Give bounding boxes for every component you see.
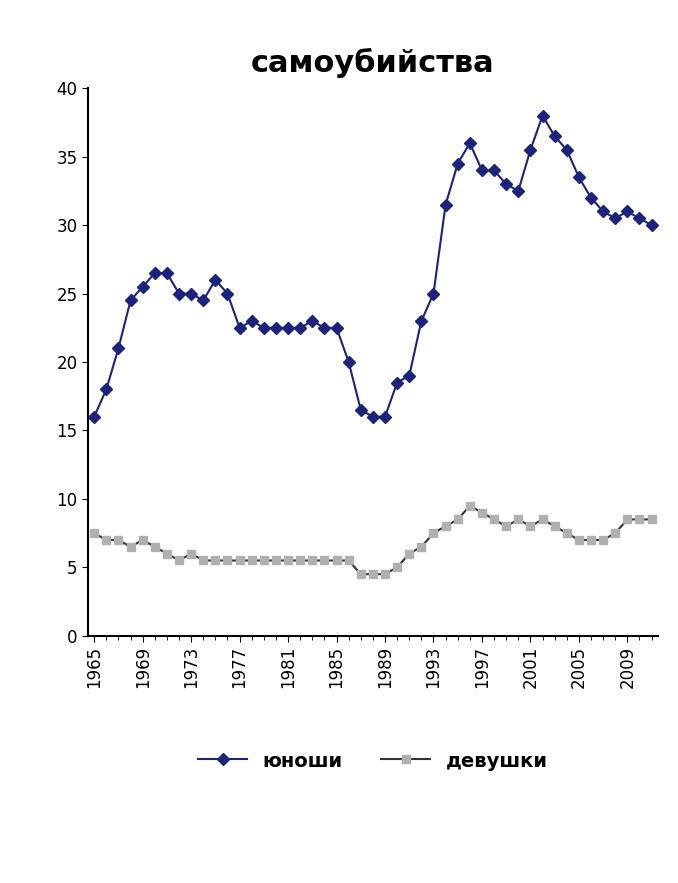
девушки <box>563 528 571 539</box>
юноши <box>296 322 304 333</box>
Line: юноши: юноши <box>90 111 656 421</box>
Title: самоубийства: самоубийства <box>251 48 495 78</box>
девушки <box>260 555 268 566</box>
девушки <box>296 555 304 566</box>
юноши <box>187 288 195 298</box>
девушки <box>224 555 232 566</box>
девушки <box>175 555 183 566</box>
юноши <box>369 411 377 422</box>
девушки <box>526 521 534 532</box>
юноши <box>115 343 123 353</box>
девушки <box>199 555 207 566</box>
юноши <box>599 206 607 216</box>
юноши <box>102 384 111 395</box>
юноши <box>623 206 631 216</box>
девушки <box>551 521 559 532</box>
юноши <box>538 110 546 121</box>
юноши <box>635 213 643 223</box>
юноши <box>417 315 425 326</box>
юноши <box>344 357 353 367</box>
девушки <box>151 541 159 552</box>
юноши <box>393 377 401 388</box>
девушки <box>623 514 631 525</box>
юноши <box>212 275 220 285</box>
юноши <box>260 322 268 333</box>
юноши <box>647 220 656 230</box>
девушки <box>647 514 656 525</box>
юноши <box>441 200 450 210</box>
девушки <box>284 555 292 566</box>
девушки <box>332 555 340 566</box>
юноши <box>163 268 171 278</box>
девушки <box>405 548 414 559</box>
девушки <box>599 534 607 545</box>
юноши <box>247 315 256 326</box>
юноши <box>502 178 511 189</box>
юноши <box>454 158 462 169</box>
Line: девушки: девушки <box>90 502 656 578</box>
юноши <box>478 165 486 176</box>
девушки <box>247 555 256 566</box>
юноши <box>138 282 146 292</box>
Legend: юноши, девушки: юноши, девушки <box>191 744 555 779</box>
девушки <box>490 514 498 525</box>
девушки <box>127 541 135 552</box>
девушки <box>611 528 619 539</box>
юноши <box>587 192 595 203</box>
девушки <box>429 528 437 539</box>
юноши <box>175 288 183 298</box>
девушки <box>138 534 146 545</box>
юноши <box>272 322 280 333</box>
девушки <box>587 534 595 545</box>
девушки <box>575 534 583 545</box>
девушки <box>212 555 220 566</box>
девушки <box>272 555 280 566</box>
девушки <box>321 555 329 566</box>
юноши <box>514 185 522 196</box>
девушки <box>478 507 486 517</box>
юноши <box>563 145 571 155</box>
юноши <box>526 145 534 155</box>
юноши <box>357 404 365 415</box>
девушки <box>308 555 317 566</box>
юноши <box>151 268 159 278</box>
девушки <box>454 514 462 525</box>
девушки <box>466 501 474 511</box>
юноши <box>429 288 437 298</box>
девушки <box>344 555 353 566</box>
девушки <box>417 541 425 552</box>
юноши <box>611 213 619 223</box>
юноши <box>321 322 329 333</box>
юноши <box>490 165 498 176</box>
девушки <box>90 528 98 539</box>
девушки <box>235 555 243 566</box>
юноши <box>381 411 389 422</box>
юноши <box>284 322 292 333</box>
юноши <box>235 322 243 333</box>
девушки <box>115 534 123 545</box>
девушки <box>502 521 511 532</box>
девушки <box>514 514 522 525</box>
юноши <box>332 322 340 333</box>
девушки <box>369 569 377 579</box>
юноши <box>90 411 98 422</box>
юноши <box>224 288 232 298</box>
юноши <box>199 295 207 306</box>
юноши <box>466 138 474 148</box>
девушки <box>393 562 401 572</box>
девушки <box>187 548 195 559</box>
девушки <box>381 569 389 579</box>
юноши <box>405 370 414 381</box>
девушки <box>441 521 450 532</box>
девушки <box>538 514 546 525</box>
юноши <box>308 315 317 326</box>
юноши <box>551 131 559 141</box>
девушки <box>635 514 643 525</box>
девушки <box>163 548 171 559</box>
юноши <box>575 172 583 183</box>
юноши <box>127 295 135 306</box>
девушки <box>102 534 111 545</box>
девушки <box>357 569 365 579</box>
